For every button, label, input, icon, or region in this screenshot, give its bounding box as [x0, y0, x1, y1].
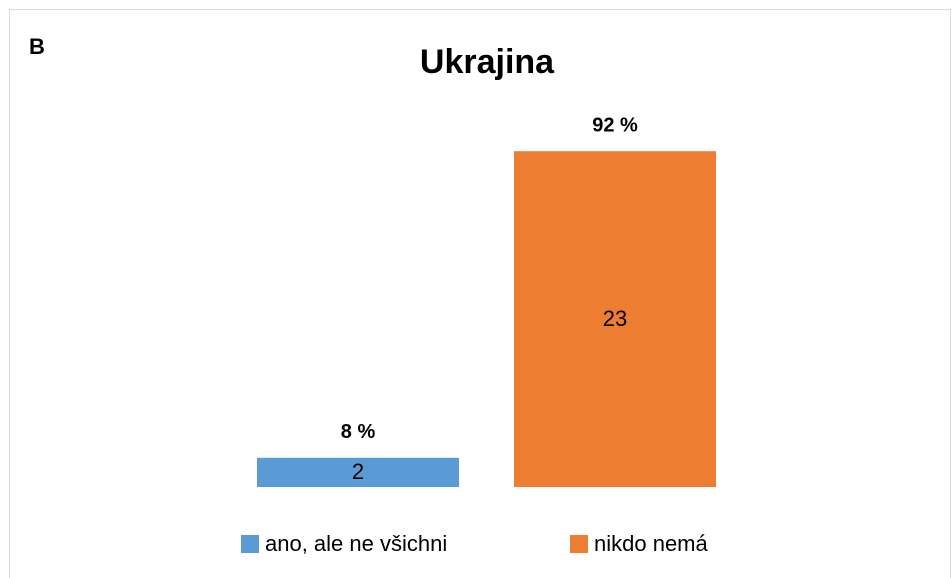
legend-swatch: [570, 535, 588, 553]
bar-value-label: 2: [352, 459, 364, 484]
panel-label: B: [29, 34, 45, 59]
share-label: 8 %: [341, 421, 376, 443]
bar: [257, 457, 459, 487]
chart-frame: [9, 9, 951, 578]
legend-label: ano, ale ne všichni: [265, 531, 447, 556]
share-label: 92 %: [592, 114, 638, 136]
bar-value-label: 23: [603, 306, 627, 331]
legend-label: nikdo nemá: [594, 531, 709, 556]
bar: [514, 151, 716, 487]
chart-title: Ukrajina: [420, 43, 555, 81]
legend-swatch: [241, 535, 259, 553]
